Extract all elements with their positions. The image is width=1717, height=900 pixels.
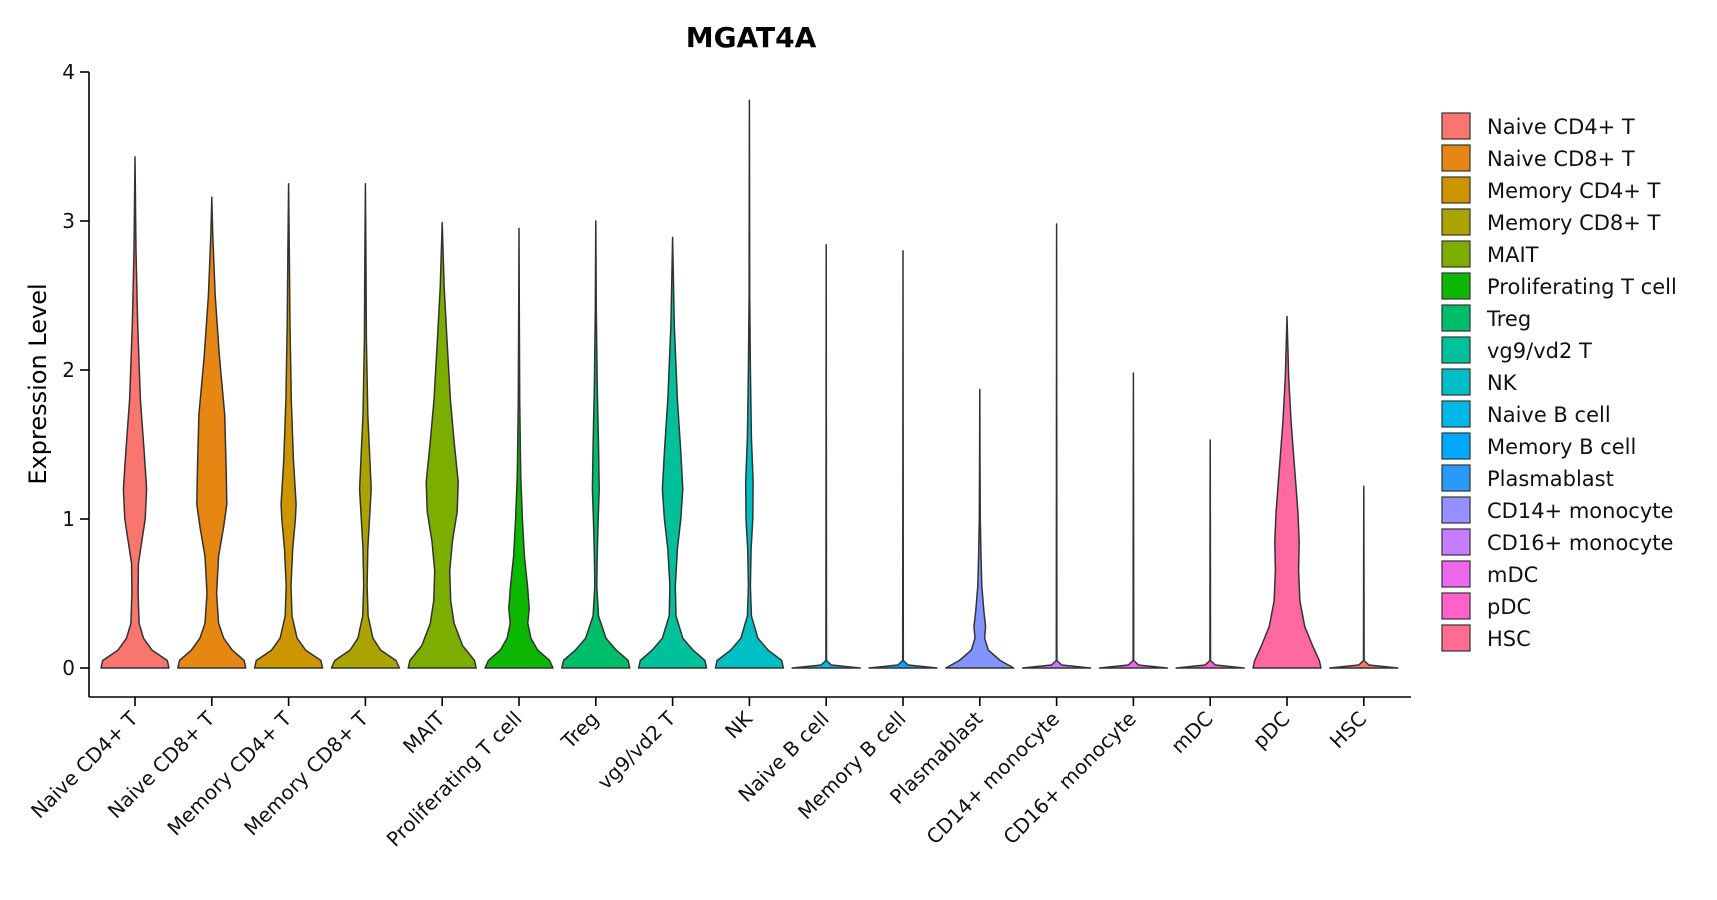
- violin-pdc: [1252, 315, 1322, 669]
- violin-plasmablast: [945, 388, 1015, 669]
- x-tick-label: CD16+ monocyte: [998, 707, 1141, 850]
- legend-label: Naive CD4+ T: [1487, 115, 1635, 139]
- y-tick-label: 4: [62, 60, 75, 84]
- legend-label: mDC: [1487, 563, 1538, 587]
- legend-swatch: [1441, 240, 1471, 268]
- y-axis-ticks: 0 1 2 3 4: [62, 60, 89, 680]
- y-axis-label: Expression Level: [24, 283, 52, 484]
- legend-label: pDC: [1487, 595, 1531, 619]
- legend-label: Treg: [1486, 307, 1531, 331]
- violin-memory-b-cell: [868, 250, 938, 669]
- legend-swatch: [1441, 304, 1471, 332]
- legend-swatch: [1441, 208, 1471, 236]
- y-tick-label: 3: [62, 209, 75, 233]
- x-tick-label: Treg: [556, 707, 603, 754]
- legend-label: MAIT: [1487, 243, 1539, 267]
- legend-label: CD14+ monocyte: [1487, 499, 1673, 523]
- x-tick-label: CD14+ monocyte: [922, 707, 1065, 850]
- legend-swatch: [1441, 112, 1471, 140]
- y-tick-label: 1: [62, 507, 75, 531]
- violin-treg: [561, 220, 631, 669]
- legend-label: Naive CD8+ T: [1487, 147, 1635, 171]
- violin-hsc: [1329, 485, 1399, 669]
- legend-label: Memory CD4+ T: [1487, 179, 1661, 203]
- legend-label: Memory B cell: [1487, 435, 1636, 459]
- violin-memory-cd8-t: [330, 183, 401, 669]
- legend-swatch: [1441, 368, 1471, 396]
- legend-swatch: [1441, 464, 1471, 492]
- legend-swatch: [1441, 528, 1471, 556]
- x-tick-label: pDC: [1248, 707, 1295, 754]
- legend-label: vg9/vd2 T: [1487, 339, 1592, 363]
- violin-naive-cd8-t: [177, 196, 247, 669]
- legend-label: CD16+ monocyte: [1487, 531, 1673, 555]
- legend-label: Memory CD8+ T: [1487, 211, 1661, 235]
- legend: Naive CD4+ T Naive CD8+ T Memory CD4+ T Mem…: [1441, 112, 1677, 652]
- legend-swatch: [1441, 432, 1471, 460]
- legend-swatch: [1441, 144, 1471, 172]
- x-tick-label: vg9/vd2 T: [593, 706, 681, 794]
- x-tick-label: mDC: [1166, 707, 1218, 759]
- violin-vg9-vd2-t: [637, 236, 708, 669]
- legend-label: Plasmablast: [1487, 467, 1614, 491]
- legend-swatch: [1441, 400, 1471, 428]
- legend-swatch: [1441, 336, 1471, 364]
- legend-swatch: [1441, 176, 1471, 204]
- legend-swatch: [1441, 624, 1471, 652]
- violin-cd14-monocyte: [1021, 223, 1092, 669]
- chart-title: MGAT4A: [686, 21, 817, 54]
- y-tick-label: 2: [62, 358, 75, 382]
- violins: [100, 99, 1399, 669]
- violin-cd16-monocyte: [1098, 372, 1169, 669]
- legend-label: Proliferating T cell: [1487, 275, 1677, 299]
- violin-proliferating-t-cell: [484, 227, 554, 669]
- x-tick-label: HSC: [1325, 707, 1371, 753]
- violin-nk: [714, 99, 785, 669]
- legend-label: NK: [1487, 371, 1518, 395]
- violin-naive-b-cell: [791, 244, 861, 669]
- legend-swatch: [1441, 592, 1471, 620]
- violin-memory-cd4-t: [253, 183, 324, 669]
- legend-label: Naive B cell: [1487, 403, 1611, 427]
- legend-swatch: [1441, 496, 1471, 524]
- violin-mdc: [1175, 439, 1245, 669]
- legend-label: HSC: [1487, 627, 1531, 651]
- violin-naive-cd4-t: [100, 156, 170, 669]
- legend-swatch: [1441, 272, 1471, 300]
- x-tick-label: MAIT: [398, 706, 450, 758]
- legend-swatch: [1441, 560, 1471, 588]
- y-tick-label: 0: [62, 656, 75, 680]
- x-tick-label: NK: [720, 706, 757, 743]
- violin-mait: [407, 221, 477, 669]
- x-tick-label: Proliferating T cell: [382, 707, 527, 852]
